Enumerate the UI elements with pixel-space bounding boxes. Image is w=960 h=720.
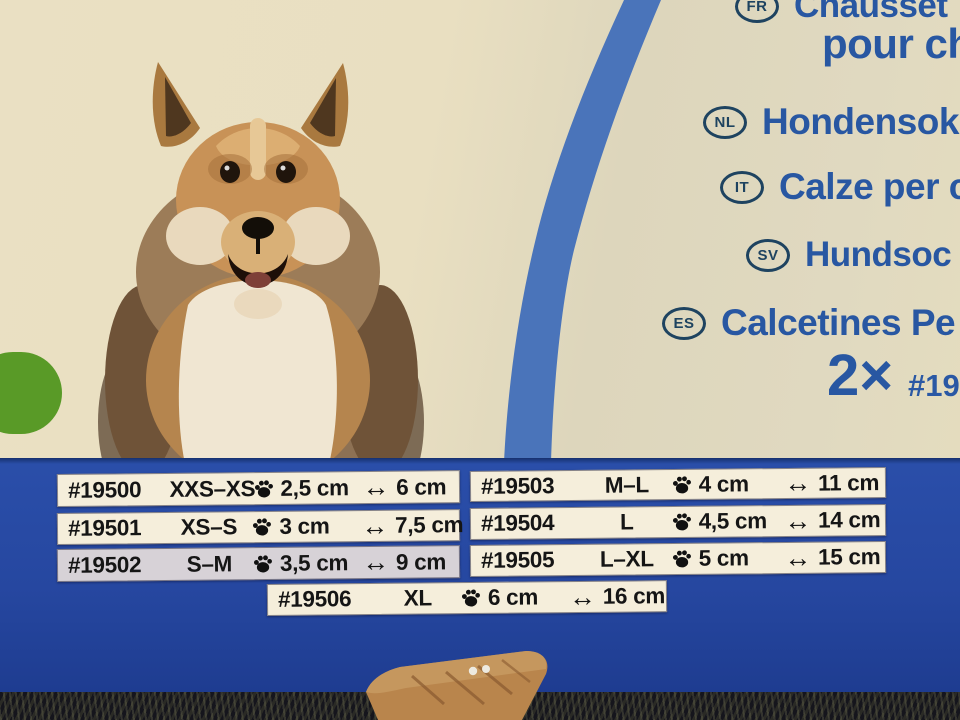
paw-size: 3,5 cm xyxy=(279,549,349,576)
lang-row-es: ES Calcetines Pe xyxy=(662,301,956,345)
paw-size: 2,5 cm xyxy=(280,474,349,501)
paw-icon xyxy=(672,475,691,493)
es-language-badge: ES xyxy=(662,306,706,340)
table-row-19505: #19505 L–XL 5 cm ↔ 15 cm xyxy=(469,541,887,577)
sock-width: 11 cm xyxy=(817,469,880,496)
lang-row-sv: SV Hundsoc xyxy=(746,233,952,277)
article-number: #19506 xyxy=(277,586,352,612)
fr-label-line2: pour chi xyxy=(822,20,960,67)
article-number: #19501 xyxy=(67,515,142,541)
lang-row-nl: NL Hondensokk xyxy=(703,100,960,144)
size-range: XXS–XS xyxy=(169,475,256,502)
paw-icon xyxy=(461,589,480,607)
width-arrow-icon: ↔ xyxy=(568,581,596,612)
sock-width: 16 cm xyxy=(602,583,666,609)
sv-label: Hundsoc xyxy=(805,235,952,274)
it-code: IT xyxy=(734,178,750,196)
article-number: #19503 xyxy=(480,472,555,499)
sv-language-badge: SV xyxy=(746,238,790,272)
paw-icon xyxy=(254,479,273,497)
paw-icon xyxy=(672,550,691,568)
dog-photo xyxy=(88,50,438,520)
table-row-19501: #19501 XS–S 3 cm ↔ 7,5 cm xyxy=(56,509,464,545)
quantity-label: 2× xyxy=(827,343,894,408)
sock-width: 6 cm xyxy=(396,473,447,500)
size-range: L xyxy=(619,509,634,535)
sv-code: SV xyxy=(757,246,779,264)
table-row-19504: #19504 L 4,5 cm ↔ 14 cm xyxy=(469,504,887,540)
lang-row-fr: FR Chausset xyxy=(735,0,948,28)
paw-size: 4,5 cm xyxy=(698,508,767,534)
size-range: XS–S xyxy=(180,514,238,540)
sock-width: 14 cm xyxy=(817,507,881,533)
lang-row-it: IT Calze per c xyxy=(720,165,960,209)
fr-language-badge: FR xyxy=(735,0,779,23)
it-label: Calze per c xyxy=(779,166,960,207)
paw-size: 4 cm xyxy=(698,470,749,497)
article-number: #19500 xyxy=(67,476,142,503)
paw-size: 5 cm xyxy=(698,545,749,571)
size-range: M–L xyxy=(604,471,649,498)
table-row-19500: #19500 XXS–XS 2,5 cm ↔ 6 cm xyxy=(56,470,461,507)
es-label: Calcetines Pe xyxy=(721,302,956,343)
es-code: ES xyxy=(673,314,695,332)
width-arrow-icon: ↔ xyxy=(362,546,390,578)
sku-partial: #195 xyxy=(908,368,960,403)
table-row-19506: #19506 XL 6 cm ↔ 16 cm xyxy=(266,580,668,616)
paw-icon xyxy=(672,513,691,531)
size-range: XL xyxy=(403,585,432,611)
article-number: #19504 xyxy=(480,510,555,536)
table-row-19502: #19502 S–M 3,5 cm ↔ 9 cm xyxy=(56,545,461,582)
paw-size: 3 cm xyxy=(279,513,330,539)
chew-stick xyxy=(366,651,548,720)
fr-label: Chausset xyxy=(794,0,948,25)
sock-width: 7,5 cm xyxy=(394,512,464,538)
paw-size: 6 cm xyxy=(487,584,539,610)
paw-icon xyxy=(253,554,272,572)
table-row-19503: #19503 M–L 4 cm ↔ 11 cm xyxy=(469,467,887,502)
nl-language-badge: NL xyxy=(703,105,747,139)
sock-width: 15 cm xyxy=(817,544,881,570)
it-language-badge: IT xyxy=(720,170,764,204)
width-arrow-icon: ↔ xyxy=(784,542,812,573)
sheltie-dog-illustration xyxy=(98,62,424,520)
article-number: #19505 xyxy=(480,547,555,573)
article-number: #19502 xyxy=(67,551,142,578)
width-arrow-icon: ↔ xyxy=(784,467,812,498)
nl-code: NL xyxy=(714,113,736,131)
size-range: S–M xyxy=(186,550,233,577)
width-arrow-icon: ↔ xyxy=(361,510,389,541)
lang-row-fr-line2: pour chi xyxy=(822,20,960,67)
paw-icon xyxy=(253,518,272,536)
width-arrow-icon: ↔ xyxy=(784,505,812,536)
width-arrow-icon: ↔ xyxy=(362,471,390,503)
size-range: L–XL xyxy=(599,546,654,572)
fr-code: FR xyxy=(746,0,768,15)
nl-label: Hondensokk xyxy=(762,101,960,142)
sock-width: 9 cm xyxy=(395,548,447,575)
